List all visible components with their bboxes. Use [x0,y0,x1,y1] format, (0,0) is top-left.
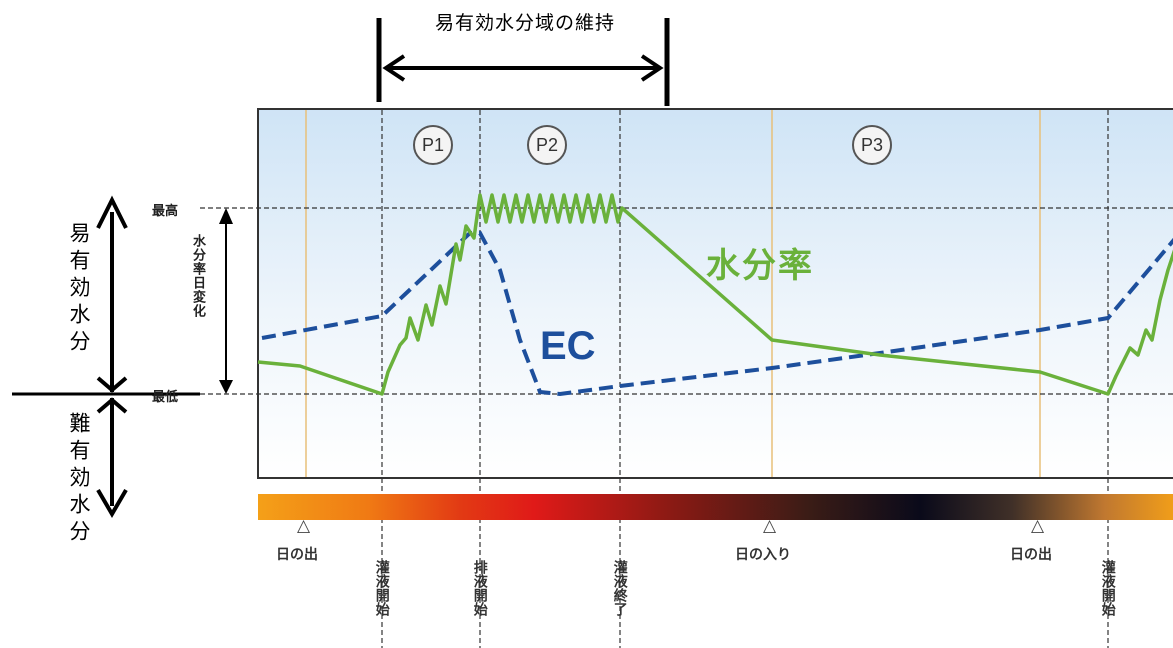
irrigation-start-label-1: 灌液開始 [373,560,390,616]
phase-p2-badge: P2 [527,125,567,165]
sunrise-label-2: 日の出 [1010,547,1052,563]
moisture-series-label: 水分率 [706,246,814,286]
left-axis-arrows [12,195,200,518]
upper-region-label: 易有効水分 [67,222,91,357]
ec-series-label: EC [540,324,596,368]
daily-range-label: 水分率日変化 [190,234,205,318]
level-min-label: 最低 [152,390,179,405]
range-bracket [376,18,670,106]
phase-p1-badge: P1 [413,125,453,165]
triangle-up-icon: △ [297,516,311,536]
triangle-up-icon: △ [763,516,777,536]
phase-p3-badge: P3 [852,125,892,165]
day-night-bar [258,494,1173,520]
irrigation-start-label-2: 灌液開始 [1099,560,1116,616]
triangle-up-icon: △ [1031,516,1045,536]
header-title: 易有効水分域の維持 [434,12,615,34]
sunrise-label-1: 日の出 [276,547,318,563]
level-max-label: 最高 [152,204,179,219]
level-lines [200,207,1173,395]
sunset-label: 日の入り [735,547,791,563]
irrigation-end-label: 灌液終了 [611,560,628,616]
lower-region-label: 難有効水分 [67,412,91,547]
sun-lines [305,110,1041,477]
moisture-line [257,193,1173,396]
daily-range-arrow [219,208,233,394]
drain-start-label: 排液開始 [471,560,488,616]
plot-area [257,108,1173,479]
